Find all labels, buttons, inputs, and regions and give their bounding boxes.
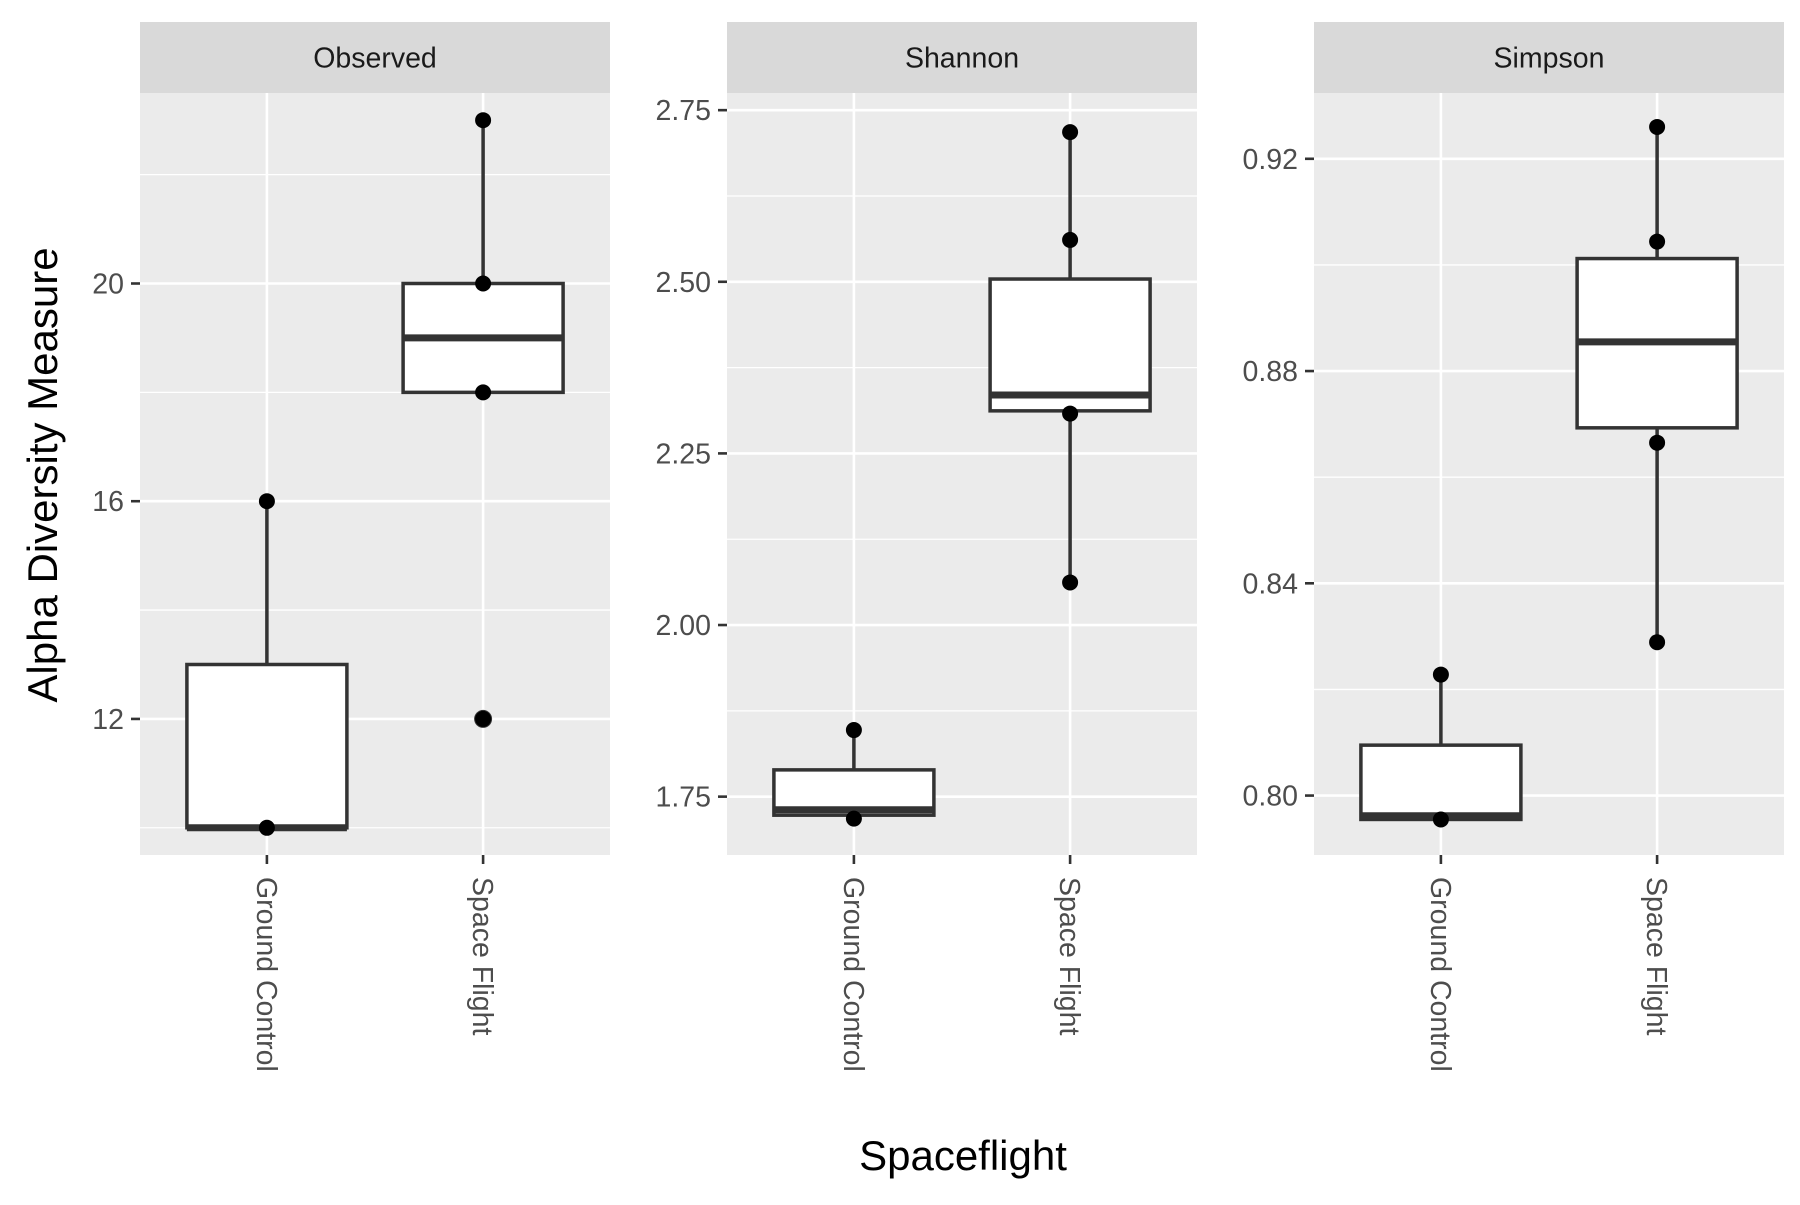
- y-tick-label: 0.80: [1243, 781, 1298, 813]
- y-tick-label: 0.92: [1243, 144, 1298, 176]
- x-tick-label: Space Flight: [466, 877, 498, 1036]
- panel-background: [1314, 93, 1784, 855]
- data-point: [1649, 233, 1666, 250]
- data-point: [475, 112, 492, 129]
- box-ground-control: [772, 730, 936, 819]
- box-iqr: [1359, 743, 1523, 822]
- data-point: [1432, 811, 1449, 828]
- data-point: [258, 819, 275, 836]
- data-point: [845, 722, 862, 739]
- x-tick-label: Ground Control: [1424, 877, 1456, 1072]
- data-point: [1649, 634, 1666, 651]
- x-tick-label: Ground Control: [837, 877, 869, 1072]
- data-point: [475, 384, 492, 401]
- box-iqr: [988, 277, 1152, 413]
- box-ground-control: [1359, 674, 1523, 822]
- y-tick-label: 1.75: [656, 782, 711, 814]
- panel-observed: Observed 12 16 20 Ground Control Space Flight: [92, 22, 610, 1072]
- data-point: [258, 493, 275, 510]
- facet-strip-label: Shannon: [905, 43, 1019, 75]
- data-point: [845, 810, 862, 827]
- x-axis-title: Spaceflight: [859, 1132, 1067, 1179]
- data-point: [1062, 405, 1079, 422]
- panel-shannon: Shannon 1.75 2.00 2.25 2.50 2.75 Ground Contro…: [656, 22, 1197, 1072]
- panels-layer: Observed 12 16 20 Ground Control Space Flight…: [92, 22, 1784, 1072]
- facet-strip-label: Simpson: [1494, 43, 1605, 75]
- data-point: [1062, 231, 1079, 248]
- y-tick-label: 2.75: [656, 95, 711, 127]
- y-tick-label: 0.88: [1243, 356, 1298, 388]
- y-tick-label: 2.50: [656, 267, 711, 299]
- facet-strip: [1314, 22, 1784, 93]
- data-point: [1649, 434, 1666, 451]
- facet-strip: [140, 22, 610, 93]
- data-point: [1432, 666, 1449, 683]
- facet-strip-label: Observed: [313, 43, 437, 75]
- y-tick-label: 2.00: [656, 610, 711, 642]
- box-iqr: [185, 662, 349, 830]
- y-tick-label: 20: [92, 269, 124, 301]
- facet-strip: [727, 22, 1197, 93]
- data-point: [475, 275, 492, 292]
- data-point: [1062, 124, 1079, 141]
- y-tick-label: 12: [92, 704, 124, 736]
- x-tick-label: Space Flight: [1053, 877, 1085, 1036]
- box-space-flight: [401, 120, 565, 728]
- y-axis-title: Alpha Diversity Measure: [19, 247, 66, 702]
- data-point: [475, 710, 492, 727]
- x-tick-label: Space Flight: [1640, 877, 1672, 1036]
- data-point: [1062, 574, 1079, 591]
- y-tick-label: 16: [92, 486, 124, 518]
- x-tick-label: Ground Control: [250, 877, 282, 1072]
- box-ground-control: [185, 501, 349, 832]
- y-tick-label: 2.25: [656, 438, 711, 470]
- box-space-flight: [988, 132, 1152, 583]
- data-point: [1649, 118, 1666, 135]
- box-space-flight: [1575, 126, 1739, 643]
- panel-simpson: Simpson 0.80 0.84 0.88 0.92 Ground Control Spa…: [1243, 22, 1784, 1072]
- panel-background: [727, 93, 1197, 855]
- y-tick-label: 0.84: [1243, 568, 1299, 600]
